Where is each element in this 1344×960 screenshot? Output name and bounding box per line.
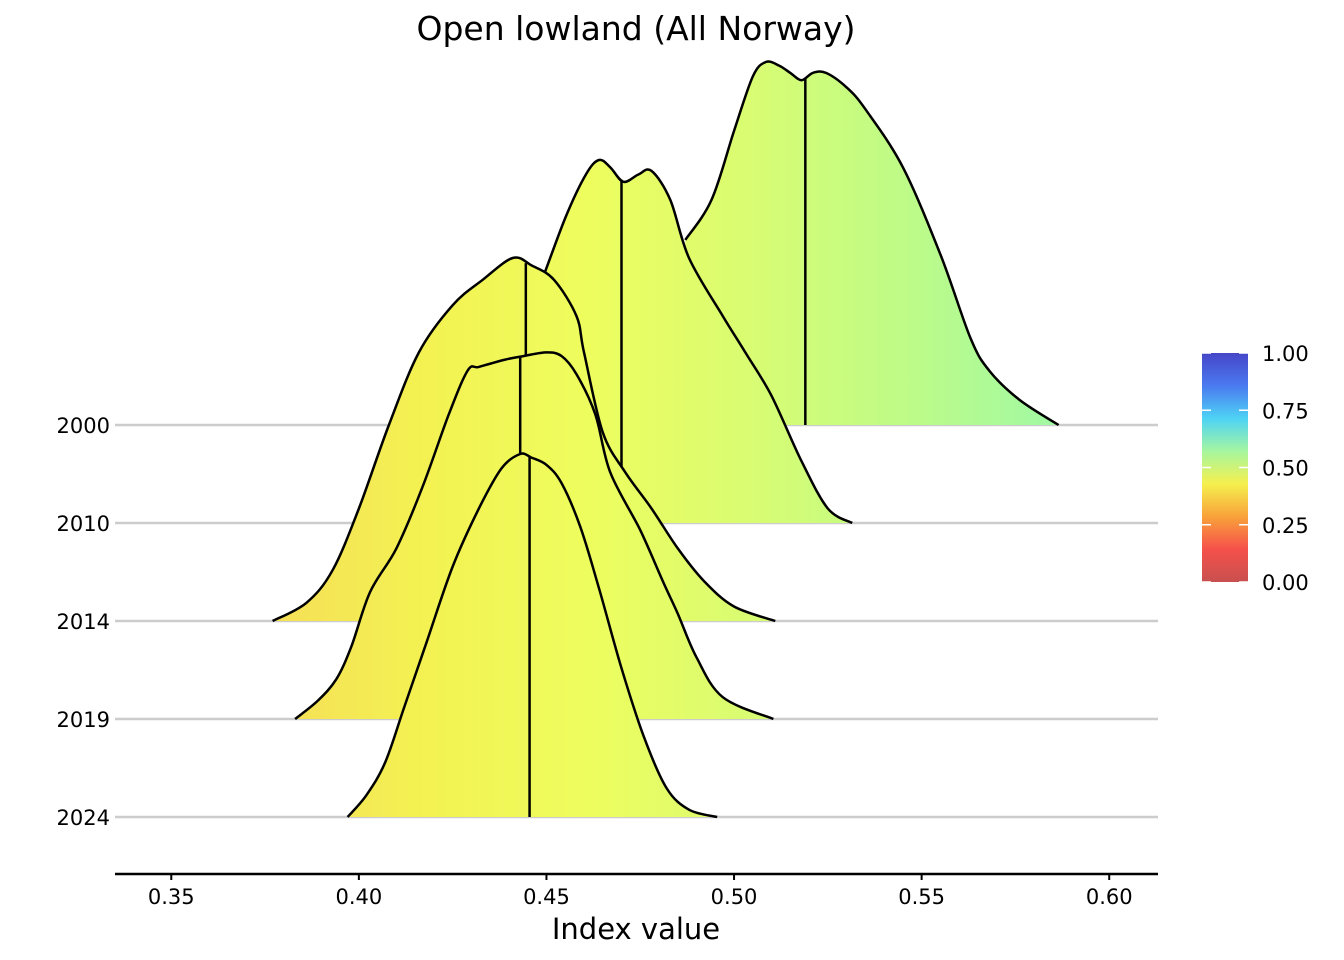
y-tick-label: 2000 bbox=[57, 414, 110, 438]
ridge-outline bbox=[294, 351, 774, 721]
x-tick-label: 0.55 bbox=[898, 885, 945, 909]
colorbar-legend: 1.00 0.75 0.50 0.25 0.00 bbox=[1202, 342, 1309, 595]
x-tick-label: 0.60 bbox=[1086, 885, 1133, 909]
ridge-outline bbox=[346, 452, 718, 819]
colorbar-tick-label: 1.00 bbox=[1262, 342, 1309, 366]
ridge-2000 bbox=[684, 60, 1060, 427]
x-tick-label: 0.45 bbox=[523, 885, 570, 909]
y-tick-label: 2010 bbox=[57, 512, 110, 536]
colorbar-tick-label: 0.50 bbox=[1262, 457, 1309, 481]
ridge-fill bbox=[347, 453, 718, 817]
ridge-2024 bbox=[346, 452, 718, 819]
x-tick-label: 0.40 bbox=[335, 885, 382, 909]
x-tick-label: 0.50 bbox=[711, 885, 758, 909]
x-tick-label: 0.35 bbox=[148, 885, 195, 909]
y-tick-label: 2014 bbox=[57, 610, 110, 634]
ridges bbox=[272, 60, 1060, 819]
ridge-fill bbox=[685, 61, 1059, 425]
ridge-outline bbox=[684, 60, 1060, 427]
colorbar-tick-label: 0.25 bbox=[1262, 514, 1309, 538]
x-axis-ticks: 0.35 0.40 0.45 0.50 0.55 0.60 bbox=[148, 874, 1133, 909]
y-tick-label: 2024 bbox=[57, 806, 110, 830]
x-axis-title: Index value bbox=[552, 912, 720, 946]
y-tick-label: 2019 bbox=[57, 708, 110, 732]
chart-title: Open lowland (All Norway) bbox=[416, 9, 855, 48]
colorbar-ticks: 1.00 0.75 0.50 0.25 0.00 bbox=[1202, 342, 1309, 595]
colorbar-tick-label: 0.00 bbox=[1262, 571, 1309, 595]
y-axis-labels: 2000 2010 2014 2019 2024 bbox=[57, 414, 110, 830]
colorbar-tick-label: 0.75 bbox=[1262, 399, 1309, 423]
ridge-outline bbox=[272, 256, 776, 623]
